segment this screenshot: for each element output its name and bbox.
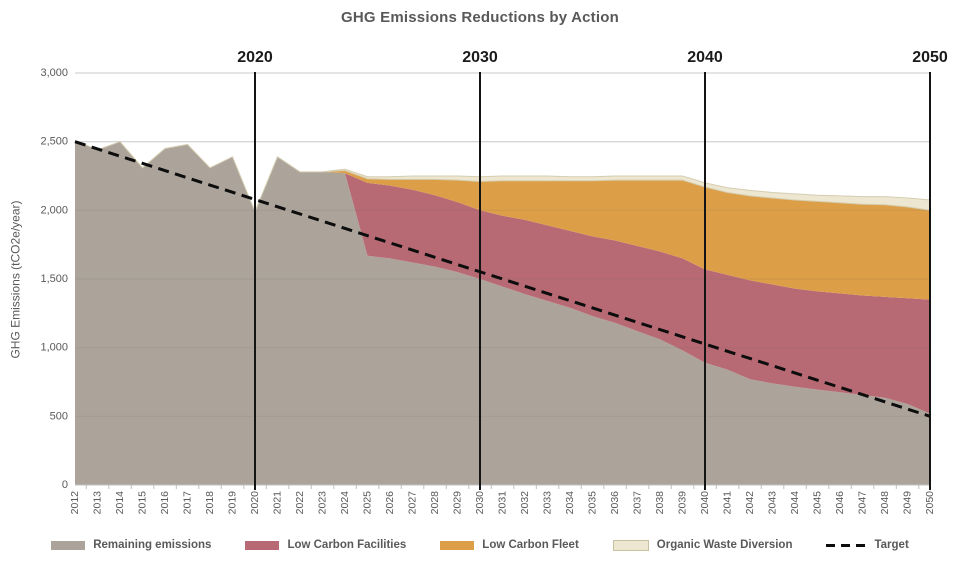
y-axis-tick-label: 0 <box>62 479 68 491</box>
x-axis-tick-label: 2021 <box>272 491 284 515</box>
decade-label: 2050 <box>912 49 948 66</box>
x-axis-tick-label: 2022 <box>294 491 306 515</box>
decade-label: 2040 <box>687 49 723 66</box>
legend-label-low-carbon-facilities: Low Carbon Facilities <box>287 539 407 551</box>
area-low-carbon-fleet <box>75 140 930 300</box>
x-axis-tick-label: 2039 <box>677 491 689 515</box>
y-axis-tick-label: 500 <box>50 410 68 422</box>
x-axis-tick-label: 2027 <box>407 491 419 515</box>
x-axis-tick-label: 2031 <box>497 491 509 515</box>
x-axis-tick-label: 2037 <box>632 491 644 515</box>
x-axis-tick-label: 2040 <box>699 491 711 515</box>
x-axis-tick-label: 2036 <box>609 491 621 515</box>
x-axis-tick-label: 2023 <box>317 491 329 515</box>
x-axis-tick-label: 2049 <box>902 491 914 515</box>
chart-canvas: 2020 2030 2040 2050 0 500 1,000 1,500 2,000 2,500… <box>40 49 948 515</box>
y-axis-tick-label: 1,000 <box>40 342 68 354</box>
area-remaining-emissions <box>75 140 930 486</box>
legend-swatch-remaining-emissions <box>51 540 86 550</box>
x-axis-tick-label: 2015 <box>137 491 149 515</box>
x-axis-tick-label: 2030 <box>474 491 486 515</box>
legend-item-organic-waste-diversion: Organic Waste Diversion <box>612 539 793 551</box>
area-low-carbon-facilities <box>75 140 930 414</box>
x-axis-tick-label: 2026 <box>384 491 396 515</box>
x-axis-tick-label: 2016 <box>159 491 171 515</box>
legend-label-low-carbon-fleet: Low Carbon Fleet <box>482 539 579 551</box>
target-line <box>74 140 931 418</box>
x-axis-tick-label: 2017 <box>182 491 194 515</box>
x-axis-tick-label: 2041 <box>722 491 734 515</box>
y-axis-tick-label: 2,500 <box>40 136 68 148</box>
y-axis-tick-label: 1,500 <box>40 273 68 285</box>
x-axis-tick-label: 2020 <box>249 491 261 515</box>
x-axis-tick-label: 2014 <box>114 491 126 515</box>
x-axis-tick-label: 2048 <box>879 491 891 515</box>
x-axis-tick-label: 2046 <box>834 491 846 515</box>
legend-item-target: Target <box>826 539 909 551</box>
x-axis-tick-label: 2044 <box>789 491 801 515</box>
x-axis-tick-label: 2024 <box>339 491 351 515</box>
chart-title: GHG Emissions Reductions by Action <box>341 9 619 26</box>
x-axis-tick-label: 2033 <box>542 491 554 515</box>
x-axis-tick-label: 2042 <box>744 491 756 515</box>
x-axis-tick-label: 2028 <box>429 491 441 515</box>
legend-label-organic-waste-diversion: Organic Waste Diversion <box>656 539 793 551</box>
x-axis-tick-label: 2029 <box>452 491 464 515</box>
decade-label: 2030 <box>462 49 498 66</box>
chart-legend: Remaining emissions Low Carbon Facilities… <box>0 539 960 551</box>
x-axis-tick-label: 2035 <box>587 491 599 515</box>
legend-label-target: Target <box>874 539 909 551</box>
y-axis-tick-label: 3,000 <box>40 67 68 79</box>
legend-item-remaining-emissions: Remaining emissions <box>51 539 211 551</box>
legend-item-low-carbon-fleet: Low Carbon Fleet <box>440 539 579 551</box>
x-axis-tick-label: 2018 <box>204 491 216 515</box>
x-axis-tick-label: 2012 <box>69 491 81 515</box>
decade-label: 2020 <box>237 49 273 66</box>
legend-swatch-low-carbon-facilities <box>245 540 280 550</box>
x-axis-tick-label: 2013 <box>92 491 104 515</box>
legend-label-remaining-emissions: Remaining emissions <box>93 539 212 551</box>
legend-item-low-carbon-facilities: Low Carbon Facilities <box>245 539 406 551</box>
x-axis-tick-label: 2038 <box>654 491 666 515</box>
x-axis-tick-label: 2045 <box>812 491 824 515</box>
x-axis-tick-label: 2047 <box>857 491 869 515</box>
legend-swatch-low-carbon-fleet <box>440 540 475 550</box>
x-axis-tick-label: 2032 <box>519 491 531 515</box>
x-axis-tick-label: 2050 <box>924 491 936 515</box>
y-axis-tick-label: 2,000 <box>40 204 68 216</box>
x-axis-tick-label: 2019 <box>227 491 239 515</box>
legend-dash-swatch <box>826 543 867 547</box>
x-axis-tick-label: 2025 <box>362 491 374 515</box>
x-axis-tick-label: 2043 <box>767 491 779 515</box>
legend-swatch-organic-waste-diversion <box>612 539 649 551</box>
x-axis-tick-label: 2034 <box>564 491 576 515</box>
